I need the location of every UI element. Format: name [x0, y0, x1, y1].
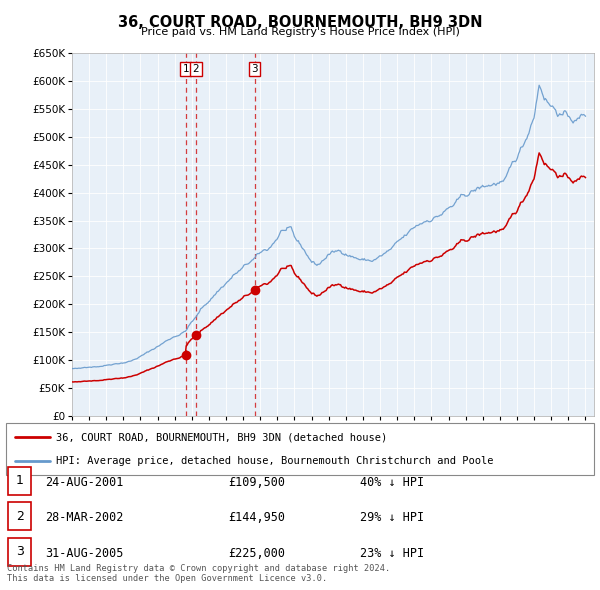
Text: 3: 3: [16, 545, 24, 558]
Text: 29% ↓ HPI: 29% ↓ HPI: [360, 512, 424, 525]
Text: 1: 1: [16, 474, 24, 487]
Text: 1: 1: [182, 64, 189, 74]
Text: 3: 3: [251, 64, 258, 74]
Text: Contains HM Land Registry data © Crown copyright and database right 2024.
This d: Contains HM Land Registry data © Crown c…: [7, 563, 391, 583]
Text: 2: 2: [16, 510, 24, 523]
Text: 23% ↓ HPI: 23% ↓ HPI: [360, 547, 424, 560]
Text: £225,000: £225,000: [228, 547, 285, 560]
Text: 28-MAR-2002: 28-MAR-2002: [45, 512, 124, 525]
Text: HPI: Average price, detached house, Bournemouth Christchurch and Poole: HPI: Average price, detached house, Bour…: [56, 456, 493, 466]
Text: 36, COURT ROAD, BOURNEMOUTH, BH9 3DN: 36, COURT ROAD, BOURNEMOUTH, BH9 3DN: [118, 15, 482, 30]
Text: £144,950: £144,950: [228, 512, 285, 525]
Text: 36, COURT ROAD, BOURNEMOUTH, BH9 3DN (detached house): 36, COURT ROAD, BOURNEMOUTH, BH9 3DN (de…: [56, 432, 387, 442]
Text: 2: 2: [193, 64, 199, 74]
Text: 24-AUG-2001: 24-AUG-2001: [45, 476, 124, 489]
Text: 40% ↓ HPI: 40% ↓ HPI: [360, 476, 424, 489]
Text: £109,500: £109,500: [228, 476, 285, 489]
Text: Price paid vs. HM Land Registry's House Price Index (HPI): Price paid vs. HM Land Registry's House …: [140, 27, 460, 37]
Text: 31-AUG-2005: 31-AUG-2005: [45, 547, 124, 560]
